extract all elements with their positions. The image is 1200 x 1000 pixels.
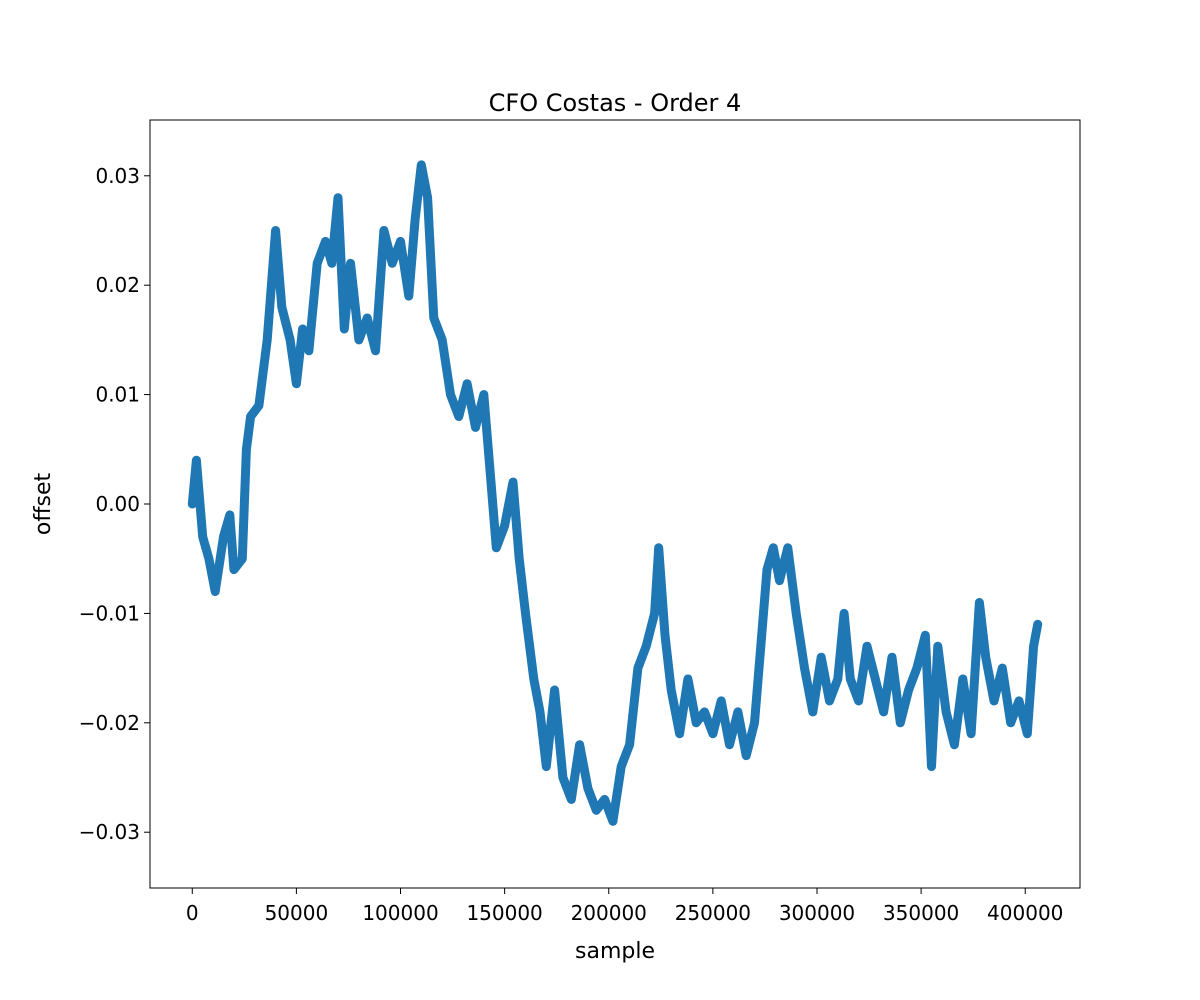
y-tick-label: −0.02 xyxy=(79,711,140,735)
y-tick-label: −0.01 xyxy=(79,601,140,625)
x-tick-label: 50000 xyxy=(265,901,329,925)
x-tick-label: 0 xyxy=(186,901,199,925)
y-tick-label: −0.03 xyxy=(79,820,140,844)
x-axis-label: sample xyxy=(575,939,655,964)
plot-frame xyxy=(149,119,1081,889)
chart-title: CFO Costas - Order 4 xyxy=(489,89,742,117)
y-axis-label: offset xyxy=(31,473,56,536)
y-tick-label: 0.02 xyxy=(95,273,140,297)
x-tick-label: 150000 xyxy=(466,901,542,925)
y-tick-label: 0.00 xyxy=(95,492,140,516)
x-tick-label: 350000 xyxy=(883,901,959,925)
x-tick-label: 100000 xyxy=(362,901,438,925)
x-tick-label: 200000 xyxy=(571,901,647,925)
x-tick-label: 250000 xyxy=(675,901,751,925)
x-tick-label: 300000 xyxy=(779,901,855,925)
y-tick-label: 0.01 xyxy=(95,383,140,407)
x-tick-label: 400000 xyxy=(987,901,1063,925)
data-line xyxy=(187,160,1043,826)
y-tick-label: 0.03 xyxy=(95,164,140,188)
